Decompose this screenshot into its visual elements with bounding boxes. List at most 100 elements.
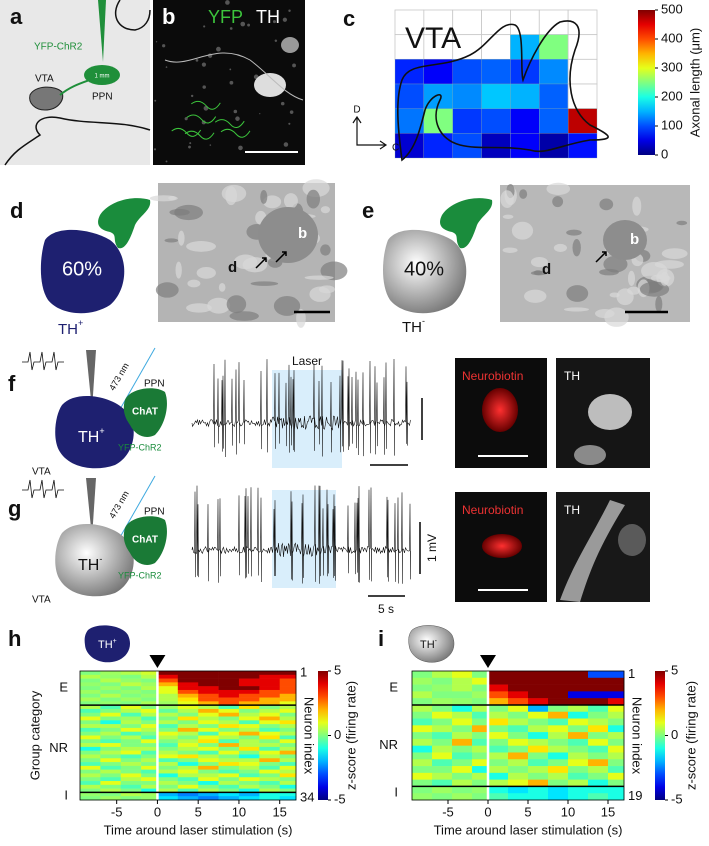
heatmap-cell [157, 678, 179, 683]
heatmap-cell [177, 716, 199, 721]
heatmap-cell [548, 725, 569, 733]
colorbar [638, 10, 655, 155]
heatmap-cell [120, 765, 142, 770]
texture [655, 295, 663, 313]
heatmap-cell [279, 682, 297, 687]
em-label: d [228, 259, 237, 276]
heatmap-cell [568, 677, 589, 685]
th-positive-cell [40, 229, 125, 314]
cell-sign: + [78, 318, 83, 328]
heatmap-cell [198, 727, 219, 733]
heatmap-cell [120, 781, 142, 786]
texture [502, 214, 514, 219]
cell-image [482, 388, 518, 432]
stain-label: Neurobiotin [462, 369, 523, 383]
heatmap-cell [198, 689, 219, 695]
heatmap-cell [120, 697, 142, 702]
texture [292, 63, 296, 68]
texture [165, 66, 168, 68]
heatmap-cell [472, 793, 489, 801]
heatmap-cell [588, 684, 609, 692]
heatmap-cell [100, 727, 122, 733]
heatmap-cell [432, 671, 453, 679]
heatmap-cell [608, 786, 625, 794]
heatmap-cell [238, 773, 260, 778]
heatmap-cell [508, 786, 529, 794]
texture [306, 189, 320, 209]
heatmap-cell [259, 705, 280, 710]
texture [259, 113, 261, 115]
heatmap-cell [120, 769, 142, 774]
schematic-bg [0, 0, 150, 165]
heatmap-cell [412, 671, 433, 679]
heatmap-cell [412, 772, 433, 780]
heatmap-cell [548, 704, 569, 713]
heatmap-cell [100, 754, 122, 759]
row-axis-label: Neuron index [630, 697, 645, 775]
heatmap-cell [472, 698, 489, 706]
heatmap-cell [259, 746, 280, 751]
heatmap-cell [218, 705, 240, 710]
heatmap-cell [120, 777, 142, 782]
heatmap-cell [120, 705, 142, 710]
heatmap-cell [198, 686, 219, 691]
heatmap-cell [432, 766, 453, 774]
texture [154, 99, 157, 102]
heatmap-cell [472, 684, 489, 692]
label: 473 nm [107, 361, 131, 392]
texture [229, 80, 234, 85]
texture [233, 109, 238, 114]
heatmap-cell [259, 716, 280, 721]
heatmap-cell [80, 769, 101, 774]
heatmap-cell [80, 781, 101, 786]
heatmap-cell [177, 693, 199, 698]
colorbar-tick-label: 5 [671, 662, 678, 677]
heatmap-cell [432, 725, 453, 733]
heatmap-cell [423, 133, 453, 159]
heatmap-cell [259, 769, 280, 774]
heatmap-cell [80, 754, 101, 759]
heatmap-cell [218, 777, 240, 782]
heatmap-cell [608, 711, 625, 719]
heatmap-cell [141, 693, 158, 698]
heatmap-cell [177, 796, 199, 801]
row-tick-label: 34 [300, 790, 314, 805]
panel-e: e 40% TH- [362, 198, 493, 336]
texture [566, 285, 589, 302]
cell-sign: - [422, 316, 425, 326]
heatmap-cell [80, 735, 101, 740]
heatmap-cell [568, 738, 589, 746]
heatmap-cell [568, 752, 589, 760]
heatmap-cell [452, 752, 473, 760]
heatmap-cell [259, 712, 280, 717]
cell-name: TH [402, 319, 422, 336]
heatmap-cell [508, 704, 529, 713]
pipette [86, 350, 96, 410]
vta-shape [29, 86, 64, 111]
heatmap-cell [141, 781, 158, 786]
heatmap-cell [177, 777, 199, 782]
heatmap-cell [100, 701, 122, 706]
colorbar-tick-label: 0 [334, 727, 341, 742]
heatmap-cell [238, 758, 260, 763]
heatmap-cell [157, 750, 179, 755]
heatmap-cell [100, 693, 122, 698]
heatmap-cell [80, 788, 101, 793]
heatmap-cell [177, 682, 199, 687]
heatmap-cell [588, 786, 609, 794]
panel-letter: i [378, 626, 384, 651]
heatmap-cell [120, 754, 142, 759]
heatmap-cell [608, 759, 625, 767]
heatmap-cell [80, 765, 101, 770]
heatmap-cell [588, 698, 609, 706]
heatmap-cell [279, 750, 297, 755]
heatmap-cell [608, 691, 625, 699]
panel-letter: c [343, 6, 355, 31]
heatmap-cell [198, 712, 219, 717]
texture [603, 255, 628, 273]
heatmap-cell [238, 693, 260, 698]
x-tick-label: -5 [442, 804, 454, 819]
heatmap-cell [548, 691, 569, 699]
heatmap-cell [568, 671, 589, 679]
